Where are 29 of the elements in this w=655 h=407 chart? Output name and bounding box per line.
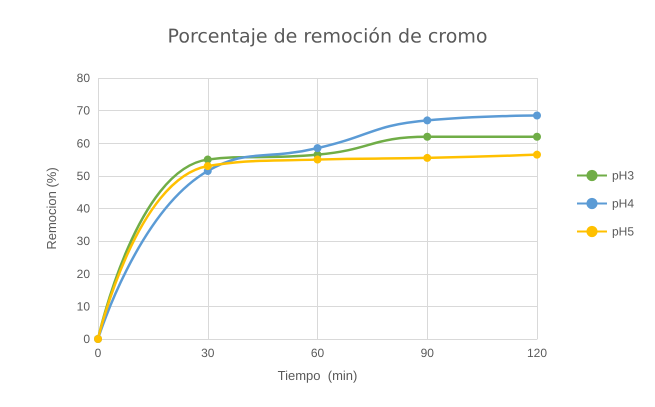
x-tick-label: 90: [420, 346, 434, 360]
x-tick-label: 60: [310, 346, 324, 360]
y-tick-label: 20: [76, 266, 90, 281]
point: [533, 150, 541, 159]
y-tick-label: 10: [76, 299, 90, 314]
point: [314, 144, 322, 152]
legend-label: pH4: [612, 196, 634, 210]
point: [423, 132, 432, 141]
point: [423, 154, 432, 162]
y-tick-label: 30: [76, 234, 90, 248]
point: [314, 156, 322, 164]
legend-label: pH3: [612, 168, 634, 182]
point: [533, 132, 541, 141]
x-axis-title: Tiempo (min): [278, 368, 358, 383]
point: [533, 112, 541, 120]
y-axis-title: Remocion (%): [44, 167, 59, 250]
y-tick-label: 40: [76, 202, 90, 216]
y-tick-label: 0: [83, 332, 90, 346]
y-tick-label: 60: [76, 136, 90, 150]
y-tick-label: 50: [76, 168, 90, 183]
x-tick-label: 120: [526, 346, 548, 360]
x-tick-label: 0: [94, 346, 102, 360]
legend-label: pH5: [612, 224, 634, 238]
chart-title: Porcentaje de remoción de cromo: [168, 26, 488, 48]
point: [423, 116, 432, 124]
y-tick-label: 70: [76, 104, 90, 118]
point: [204, 162, 212, 170]
y-tick-label: 80: [76, 71, 90, 85]
x-tick-label: 30: [201, 346, 215, 360]
